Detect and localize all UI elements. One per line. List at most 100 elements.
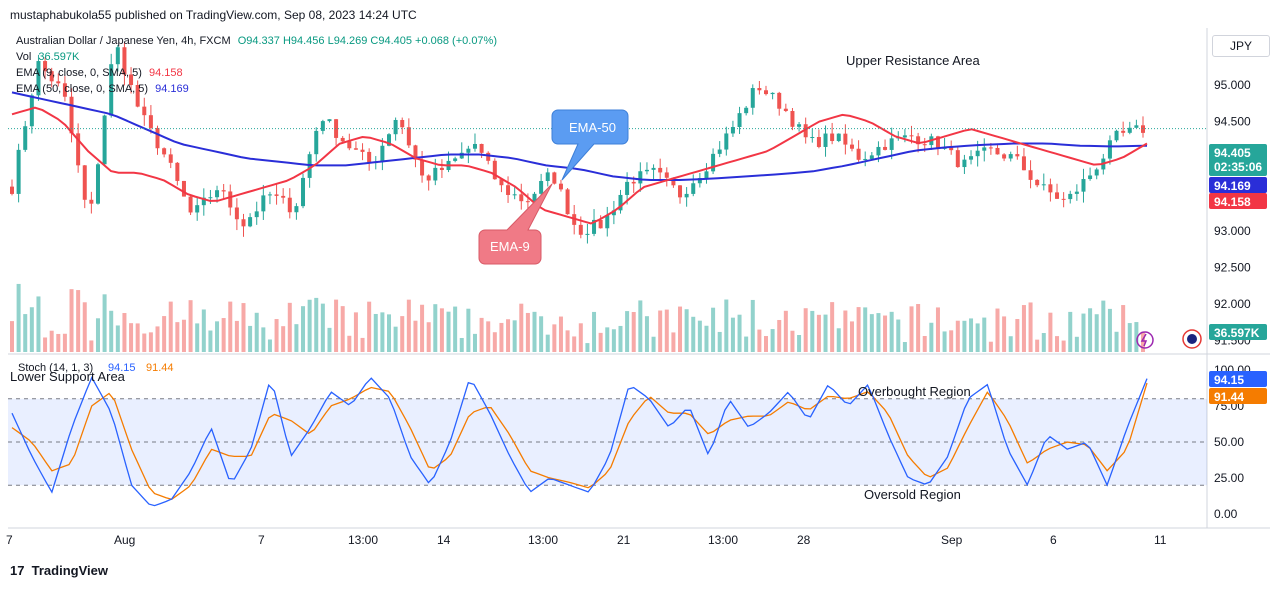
candle-body	[519, 194, 524, 202]
time-tick-label: 14	[437, 533, 451, 547]
candle-body	[215, 190, 220, 198]
price-tick-label: 92.500	[1214, 261, 1251, 275]
volume-bar	[228, 301, 233, 352]
candle-body	[558, 183, 563, 190]
volume-bar	[1107, 308, 1112, 352]
currency-button[interactable]: JPY	[1212, 35, 1270, 57]
volume-value: 36.597K	[38, 51, 80, 63]
candle-body	[413, 145, 418, 160]
candle-body	[254, 211, 259, 218]
candle-body	[43, 61, 48, 72]
ema9-legend: EMA (9, close, 0, SMA, 5) 94.158	[16, 67, 183, 79]
volume-bar	[757, 329, 762, 352]
volume-bar	[367, 301, 372, 352]
ema9-callout-text: EMA-9	[490, 239, 530, 254]
candle-body	[969, 156, 974, 160]
volume-bar	[955, 320, 960, 352]
volume-bar	[1127, 323, 1132, 352]
candle-body	[883, 146, 888, 150]
stoch-k-badge-text: 94.15	[1214, 373, 1244, 387]
volume-bar	[1028, 302, 1033, 352]
volume-bar	[988, 341, 993, 352]
ema50-label: EMA (50, close, 0, SMA, 5)	[16, 83, 149, 95]
volume-bar	[909, 306, 914, 352]
volume-bar	[770, 329, 775, 352]
volume-bar	[188, 300, 193, 352]
time-tick-label: 7	[6, 533, 13, 547]
candle-body	[922, 144, 927, 146]
volume-bar	[479, 317, 484, 352]
volume-bar	[413, 320, 418, 352]
candle-body	[334, 119, 339, 138]
ema50-callout-text: EMA-50	[569, 120, 616, 135]
volume-bar	[1008, 336, 1013, 352]
candle-body	[816, 137, 821, 147]
candle-body	[387, 134, 391, 146]
candle-body	[82, 165, 87, 200]
candle-body	[777, 92, 782, 109]
volume-bar	[373, 313, 378, 352]
flag-icon-inner	[1187, 334, 1197, 344]
candle-body	[671, 177, 676, 186]
volume-bar	[115, 325, 120, 352]
candle-body	[1094, 169, 1099, 176]
volume-bar	[168, 301, 173, 352]
candle-body	[1134, 125, 1139, 128]
candle-body	[697, 178, 702, 184]
volume-bar	[10, 321, 14, 352]
candle-body	[380, 145, 385, 163]
symbol-name: Australian Dollar / Japanese Yen, 4h, FX…	[16, 35, 231, 47]
candle-body	[148, 115, 153, 128]
price-tick-label: 95.000	[1214, 78, 1251, 92]
ema9-badge: 94.158	[1209, 193, 1267, 209]
volume-bar	[969, 318, 974, 352]
volume-bar	[730, 317, 735, 352]
candle-body	[823, 133, 828, 147]
candle-body	[307, 154, 312, 178]
stoch-legend-d: 91.44	[146, 362, 174, 374]
candle-body	[406, 127, 411, 146]
candle-body	[301, 177, 306, 207]
volume-bar	[777, 319, 782, 352]
volume-bar	[340, 306, 345, 352]
candle-body	[459, 152, 464, 159]
candle-body	[849, 144, 854, 149]
candle-body	[935, 136, 940, 149]
volume-bar	[267, 339, 272, 352]
volume-bar	[724, 299, 729, 352]
volume-bar	[36, 296, 41, 352]
candle-body	[1021, 156, 1026, 171]
candle-body	[135, 85, 140, 107]
candle-body	[228, 191, 233, 208]
volume-bar	[360, 337, 365, 352]
ohlc-values: O94.337 H94.456 L94.269 C94.405 +0.068 (…	[237, 35, 497, 47]
volume-bar	[684, 309, 689, 352]
stoch-legend-label: Stoch (14, 1, 3)	[18, 362, 93, 374]
time-tick-label: 13:00	[528, 533, 558, 547]
volume-bar	[387, 314, 391, 352]
volume-bar	[1094, 314, 1099, 352]
candle-body	[585, 233, 590, 235]
candle-body	[525, 201, 530, 203]
stoch-d-badge-text: 91.44	[1214, 390, 1244, 404]
volume-bar	[281, 326, 286, 352]
candle-body	[1061, 198, 1066, 200]
volume-bar	[1041, 333, 1046, 352]
volume-bar	[849, 321, 854, 352]
volume-bar	[1055, 336, 1060, 352]
volume-bar	[1021, 305, 1026, 352]
volume-bar	[1088, 308, 1093, 352]
candle-body	[1114, 130, 1119, 141]
volume-bar	[856, 307, 861, 352]
stoch-legend-k: 94.15	[108, 362, 136, 374]
ema9-callout	[478, 183, 553, 265]
candle-body	[122, 47, 127, 75]
candle-body	[195, 205, 200, 213]
candle-body	[512, 194, 517, 196]
candle-body	[876, 146, 881, 156]
candle-body	[724, 133, 729, 150]
volume-bar	[499, 322, 504, 352]
candle-body	[499, 179, 504, 186]
candle-body	[691, 183, 696, 194]
candle-body	[10, 186, 14, 194]
